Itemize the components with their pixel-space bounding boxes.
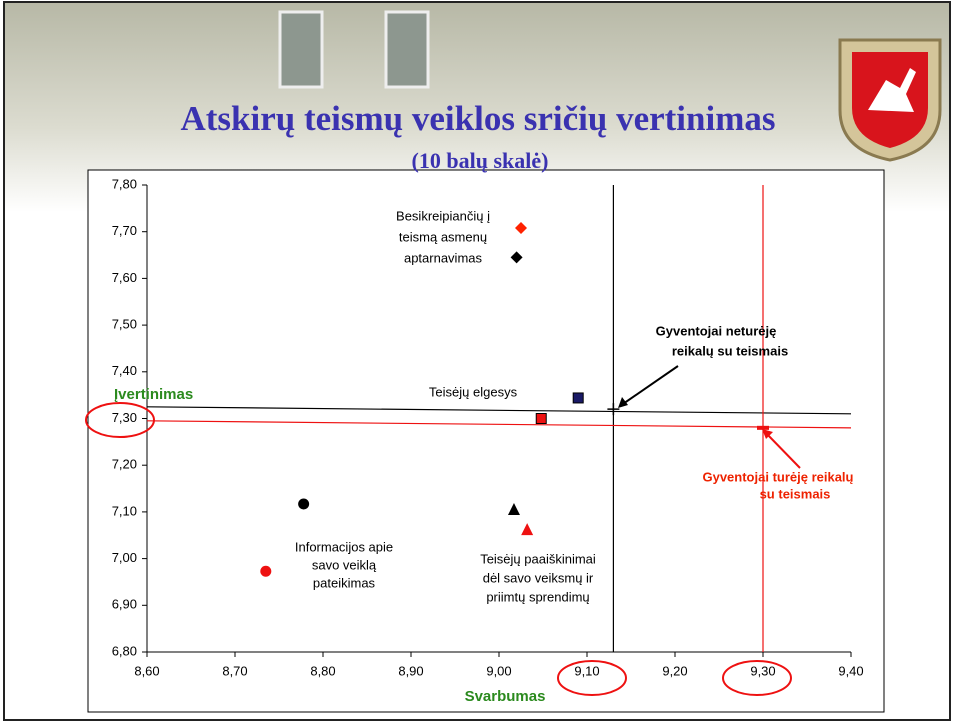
y-tick-label: 7,80 (112, 176, 137, 191)
y-tick-label: 7,10 (112, 503, 137, 518)
annotation: pateikimas (313, 575, 376, 590)
x-tick-label: 9,30 (750, 663, 775, 678)
plot: 6,80 6,90 7,00 7,10 7,20 7,30 7,40 7,50 7,60 7,70… (112, 176, 864, 705)
point (607, 403, 620, 416)
window (278, 10, 324, 89)
x-tick-label: 8,90 (398, 663, 423, 678)
point (521, 523, 534, 536)
highlights (85, 402, 792, 696)
annotation: priimtų sprendimų (486, 589, 589, 604)
point (260, 565, 272, 577)
reference-line (146, 420, 852, 429)
annotation: su teismais (760, 486, 831, 501)
y-axis-label: Įvertinimas (114, 386, 193, 403)
annotation: savo veiklą (312, 557, 377, 572)
annotation: reikalų su teismais (672, 343, 788, 358)
x-tick-label: 9,00 (486, 663, 511, 678)
coat-of-arms (838, 38, 942, 162)
chart-title: Atskirų teismų veiklos sričių vertinimas (181, 99, 776, 138)
y-tick-label: 7,40 (112, 363, 137, 378)
point (507, 503, 520, 516)
annotation: teismą asmenų (399, 229, 487, 244)
annotation: Informacijos apie (295, 539, 393, 554)
y-tick-label: 6,80 (112, 643, 137, 658)
annotation: dėl savo veiksmų ir (483, 570, 594, 585)
annotation: Teisėjų elgesys (429, 384, 518, 399)
point (510, 251, 523, 264)
arrows (618, 365, 801, 469)
x-tick-label: 8,70 (222, 663, 247, 678)
y-tick-label: 7,70 (112, 223, 137, 238)
annotation: Gyventojai turėję reikalų (702, 469, 853, 484)
y-tick-label: 7,60 (112, 270, 137, 285)
x-tick-label: 8,80 (310, 663, 335, 678)
reference-line (146, 406, 852, 415)
y-tick-label: 7,50 (112, 317, 137, 332)
x-axis-label: Svarbumas (465, 688, 546, 705)
x-tick-label: 9,40 (838, 663, 863, 678)
window (384, 10, 430, 89)
x-tick-label: 8,60 (134, 663, 159, 678)
y-tick-label: 7,00 (112, 550, 137, 565)
point (515, 221, 527, 234)
slide-border (3, 1, 951, 721)
y-tick-label: 6,90 (112, 597, 137, 612)
point (298, 498, 310, 510)
point (535, 413, 547, 424)
annotation: Besikreipiančių į (396, 208, 490, 223)
y-tick-label: 7,30 (112, 410, 137, 425)
chart-subtitle: (10 balų skalė) (412, 148, 549, 173)
annotation: Gyventojai neturėję (656, 323, 777, 338)
point (572, 392, 584, 404)
plot-frame (87, 169, 885, 713)
x-tick-label: 9,20 (662, 663, 687, 678)
point (757, 425, 769, 430)
x-tick-label: 9,10 (574, 663, 599, 678)
y-tick-label: 7,20 (112, 457, 137, 472)
annotation: aptarnavimas (404, 250, 483, 265)
annotation: Teisėjų paaiškinimai (480, 551, 596, 566)
